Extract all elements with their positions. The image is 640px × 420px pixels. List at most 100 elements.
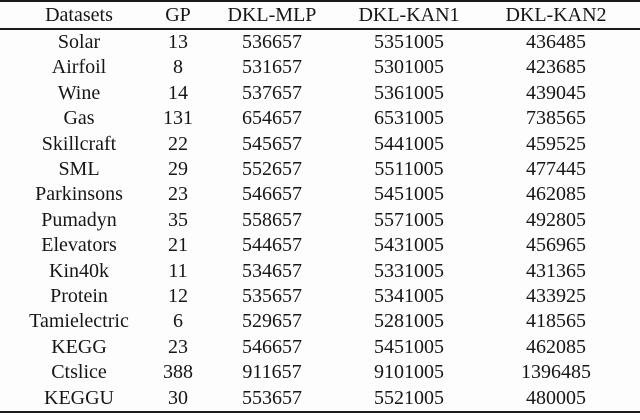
value-cell: 911657 [242, 361, 302, 384]
value-cell: 529657 [242, 310, 302, 333]
table-row: Airfoil 8 531657 5301005 423685 [0, 55, 640, 80]
value-cell: 433925 [526, 285, 586, 308]
table-row: Gas 131 654657 6531005 738565 [0, 106, 640, 131]
table-row: Skillcraft 22 545657 5441005 459525 [0, 132, 640, 157]
header-row: Datasets GP DKL-MLP DKL-KAN1 DKL-KAN2 [0, 1, 640, 29]
value-cell: 22 [168, 132, 188, 155]
value-cell: 5351005 [374, 31, 444, 53]
value-cell: 5441005 [374, 132, 444, 155]
value-cell: 418565 [526, 310, 586, 333]
dataset-name-cell: KEGG [51, 335, 107, 358]
dataset-name-cell: Gas [63, 107, 95, 130]
value-cell: 553657 [242, 386, 302, 409]
value-cell: 535657 [242, 285, 302, 308]
value-cell: 5431005 [374, 234, 444, 257]
value-cell: 5341005 [374, 285, 444, 308]
value-cell: 131 [163, 107, 193, 130]
column-header-dkl-kan2: DKL-KAN2 [505, 4, 607, 26]
dataset-name-cell: Solar [57, 31, 101, 53]
value-cell: 537657 [242, 81, 302, 104]
value-cell: 30 [168, 386, 188, 409]
dataset-name-cell: Wine [57, 81, 101, 104]
table-header: Datasets GP DKL-MLP DKL-KAN1 DKL-KAN2 [0, 1, 640, 29]
column-header-gp: GP [165, 4, 191, 26]
dataset-name-cell: Tamielectric [29, 310, 129, 333]
value-cell: 5451005 [374, 183, 444, 206]
value-cell: 546657 [242, 335, 302, 358]
value-cell: 23 [168, 335, 188, 358]
column-header-dkl-kan1: DKL-KAN1 [358, 4, 460, 26]
table-row: Pumadyn 35 558657 5571005 492805 [0, 208, 640, 233]
value-cell: 462085 [526, 183, 586, 206]
value-cell: 5301005 [374, 56, 444, 79]
value-cell: 439045 [526, 81, 586, 104]
dataset-name-cell: Airfoil [51, 56, 107, 79]
value-cell: 388 [163, 361, 193, 384]
value-cell: 12 [168, 285, 188, 308]
value-cell: 436485 [526, 31, 586, 53]
value-cell: 5451005 [374, 335, 444, 358]
value-cell: 5511005 [374, 158, 444, 181]
value-cell: 459525 [526, 132, 586, 155]
table-row: Kin40k 11 534657 5331005 431365 [0, 259, 640, 284]
dataset-name-cell: Skillcraft [41, 132, 117, 155]
dataset-name-cell: Pumadyn [41, 208, 117, 231]
table-body: Solar 13 536657 5351005 436485 Airfoil 8 531657… [0, 29, 640, 412]
dataset-name-cell: Ctslice [51, 361, 107, 384]
value-cell: 423685 [526, 56, 586, 79]
value-cell: 738565 [526, 107, 586, 130]
value-cell: 492805 [526, 208, 586, 231]
value-cell: 558657 [242, 208, 302, 231]
table-row: Elevators 21 544657 5431005 456965 [0, 233, 640, 258]
value-cell: 462085 [526, 335, 586, 358]
value-cell: 536657 [242, 31, 302, 53]
value-cell: 35 [168, 208, 188, 231]
table-row: Parkinsons 23 546657 5451005 462085 [0, 182, 640, 207]
value-cell: 21 [168, 234, 188, 257]
dataset-name-cell: KEGGU [44, 386, 114, 409]
value-cell: 13 [168, 31, 188, 53]
value-cell: 8 [173, 56, 183, 79]
dataset-name-cell: SML [58, 158, 100, 181]
value-cell: 5521005 [374, 386, 444, 409]
value-cell: 6531005 [374, 107, 444, 130]
dataset-name-cell: Kin40k [49, 259, 109, 282]
table-row: SML 29 552657 5511005 477445 [0, 157, 640, 182]
table-row: Tamielectric 6 529657 5281005 418565 [0, 309, 640, 334]
value-cell: 29 [168, 158, 188, 181]
value-cell: 5331005 [374, 259, 444, 282]
value-cell: 534657 [242, 259, 302, 282]
table-row: Solar 13 536657 5351005 436485 [0, 29, 640, 55]
value-cell: 5361005 [374, 81, 444, 104]
value-cell: 1396485 [521, 361, 591, 384]
value-cell: 6 [173, 310, 183, 333]
value-cell: 23 [168, 183, 188, 206]
value-cell: 9101005 [374, 361, 444, 384]
value-cell: 546657 [242, 183, 302, 206]
value-cell: 431365 [526, 259, 586, 282]
value-cell: 531657 [242, 56, 302, 79]
dataset-name-cell: Elevators [41, 234, 117, 257]
table-row: Protein 12 535657 5341005 433925 [0, 284, 640, 309]
value-cell: 5281005 [374, 310, 444, 333]
table-row: Ctslice 388 911657 9101005 1396485 [0, 360, 640, 385]
table-row: KEGG 23 546657 5451005 462085 [0, 335, 640, 360]
column-header-datasets: Datasets [45, 4, 113, 26]
value-cell: 545657 [242, 132, 302, 155]
value-cell: 456965 [526, 234, 586, 257]
value-cell: 544657 [242, 234, 302, 257]
value-cell: 480005 [526, 386, 586, 409]
column-header-dkl-mlp: DKL-MLP [227, 4, 317, 26]
dataset-name-cell: Protein [50, 285, 108, 308]
value-cell: 552657 [242, 158, 302, 181]
value-cell: 14 [168, 81, 188, 104]
value-cell: 5571005 [374, 208, 444, 231]
value-cell: 654657 [242, 107, 302, 130]
dataset-name-cell: Parkinsons [35, 183, 123, 206]
value-cell: 11 [168, 259, 188, 282]
value-cell: 477445 [526, 158, 586, 181]
table-row: KEGGU 30 553657 5521005 480005 [0, 386, 640, 412]
table-row: Wine 14 537657 5361005 439045 [0, 81, 640, 106]
